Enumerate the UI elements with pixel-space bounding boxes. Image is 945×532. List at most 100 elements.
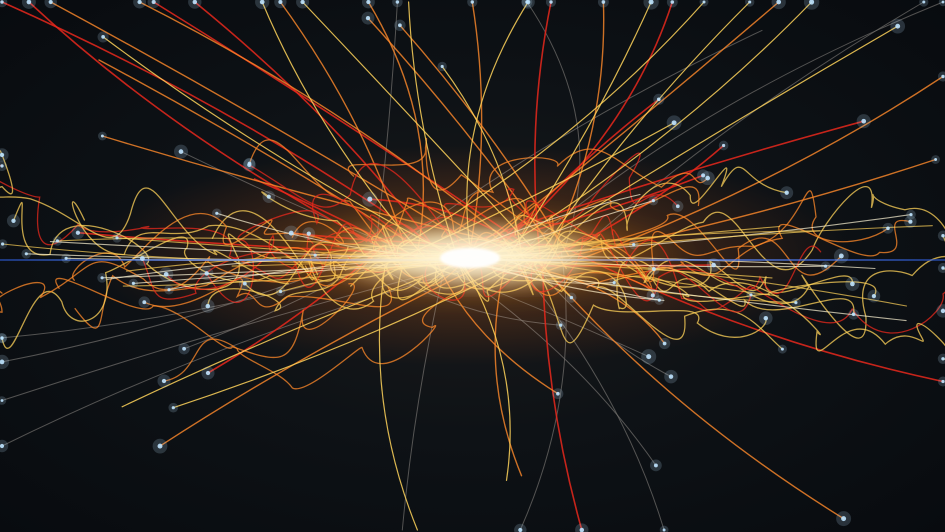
- particle-tip: [11, 218, 16, 223]
- particle-tip: [205, 370, 211, 376]
- particle-tip: [809, 0, 815, 5]
- particle-tip: [131, 281, 135, 285]
- particle-tip: [266, 194, 271, 199]
- particle-tip-halo: [71, 226, 85, 240]
- particle-tip-halo: [361, 11, 375, 25]
- curly-track: [373, 148, 709, 252]
- particle-tip-halo: [212, 208, 222, 219]
- particle-tip: [651, 267, 656, 271]
- particle-tip-halo: [514, 523, 527, 532]
- particle-tip-halo: [609, 277, 619, 288]
- particle-tip-halo: [938, 376, 945, 387]
- particle-tip: [909, 213, 913, 217]
- particle-track: [378, 265, 418, 531]
- particle-tip-halo: [361, 0, 375, 9]
- particle-tip-halo: [648, 195, 659, 206]
- particle-tip-halo: [0, 160, 8, 172]
- particle-tip: [671, 120, 677, 126]
- particle-tip-halo: [0, 439, 9, 453]
- particle-tip: [182, 346, 186, 351]
- particle-tip-halo: [283, 225, 299, 241]
- particle-tip-halo: [937, 71, 945, 82]
- particle-tip-halo: [0, 0, 8, 8]
- particle-tip-halo: [21, 0, 36, 9]
- particle-tip-halo: [168, 402, 179, 413]
- particle-tip: [151, 0, 156, 5]
- particle-tip: [651, 199, 656, 203]
- particle-tip: [941, 379, 945, 384]
- particle-tip-halo: [0, 396, 7, 405]
- particle-tip: [192, 0, 198, 5]
- particle-tip: [648, 0, 654, 5]
- curly-track: [624, 239, 945, 334]
- particle-tip-halo: [771, 0, 786, 10]
- particle-tip: [0, 0, 4, 4]
- particle-tip: [895, 23, 901, 29]
- particle-tip: [749, 293, 753, 297]
- particle-tip-halo: [201, 299, 215, 313]
- particle-tip-halo: [521, 0, 533, 8]
- particle-tip: [612, 281, 616, 285]
- particle-tip-halo: [666, 115, 682, 131]
- particle-tip-halo: [21, 249, 32, 259]
- particle-tip: [142, 300, 147, 305]
- particle-tip: [941, 266, 945, 270]
- particle-tip-halo: [437, 61, 447, 72]
- particle-tip-halo: [937, 230, 945, 241]
- particle-tip: [115, 236, 119, 240]
- particle-tip: [0, 336, 4, 340]
- particle-tip-halo: [648, 263, 660, 275]
- particle-tip-halo: [242, 158, 256, 172]
- particle-tip: [259, 0, 265, 5]
- particle-tip-halo: [135, 251, 150, 266]
- particle-tip: [794, 301, 798, 305]
- particle-tip: [941, 74, 945, 79]
- particle-tip-halo: [178, 343, 190, 355]
- particle-tip-halo: [133, 0, 147, 9]
- particle-tip: [784, 190, 789, 195]
- particle-tip: [518, 527, 523, 532]
- particle-tip-halo: [745, 0, 755, 7]
- particle-tip: [279, 289, 283, 294]
- particle-tip: [656, 97, 661, 102]
- particle-tip-halo: [545, 0, 557, 8]
- particle-tip: [549, 0, 553, 4]
- particle-tip: [157, 443, 163, 449]
- particle-tip-halo: [646, 289, 659, 302]
- curly-track: [651, 278, 945, 360]
- particle-track: [194, 1, 433, 245]
- particle-tip: [75, 230, 81, 235]
- particle-tip-halo: [157, 374, 171, 388]
- particle-tip: [365, 15, 371, 21]
- particle-tip-halo: [164, 284, 174, 295]
- particle-tip-halo: [274, 0, 287, 9]
- particle-tip-halo: [706, 258, 721, 272]
- particle-tip-halo: [0, 333, 7, 344]
- particle-tip-halo: [97, 31, 109, 43]
- particle-tip: [100, 276, 104, 280]
- particle-tip-halo: [97, 273, 107, 283]
- particle-tip: [662, 341, 667, 346]
- particle-tip-halo: [0, 239, 8, 249]
- particle-tip-halo: [664, 369, 678, 384]
- particle-tip: [908, 219, 913, 224]
- particle-tip: [871, 293, 877, 299]
- particle-tip: [701, 173, 706, 178]
- curly-track: [613, 275, 877, 302]
- particle-tip-halo: [555, 320, 566, 331]
- particle-tip-halo: [867, 289, 881, 303]
- particle-tip: [569, 295, 574, 300]
- particle-tip: [161, 378, 167, 384]
- particle-tip: [0, 152, 5, 158]
- particle-tip: [247, 162, 252, 168]
- curly-track: [55, 277, 356, 359]
- particle-tip-halo: [275, 286, 286, 297]
- curly-track: [647, 255, 945, 339]
- particle-tip-halo: [138, 296, 151, 308]
- particle-tip: [601, 0, 606, 4]
- particle-tip-halo: [201, 366, 215, 380]
- particle-tip-halo: [147, 0, 160, 9]
- particle-tip-halo: [654, 295, 665, 305]
- particle-tip: [657, 298, 661, 302]
